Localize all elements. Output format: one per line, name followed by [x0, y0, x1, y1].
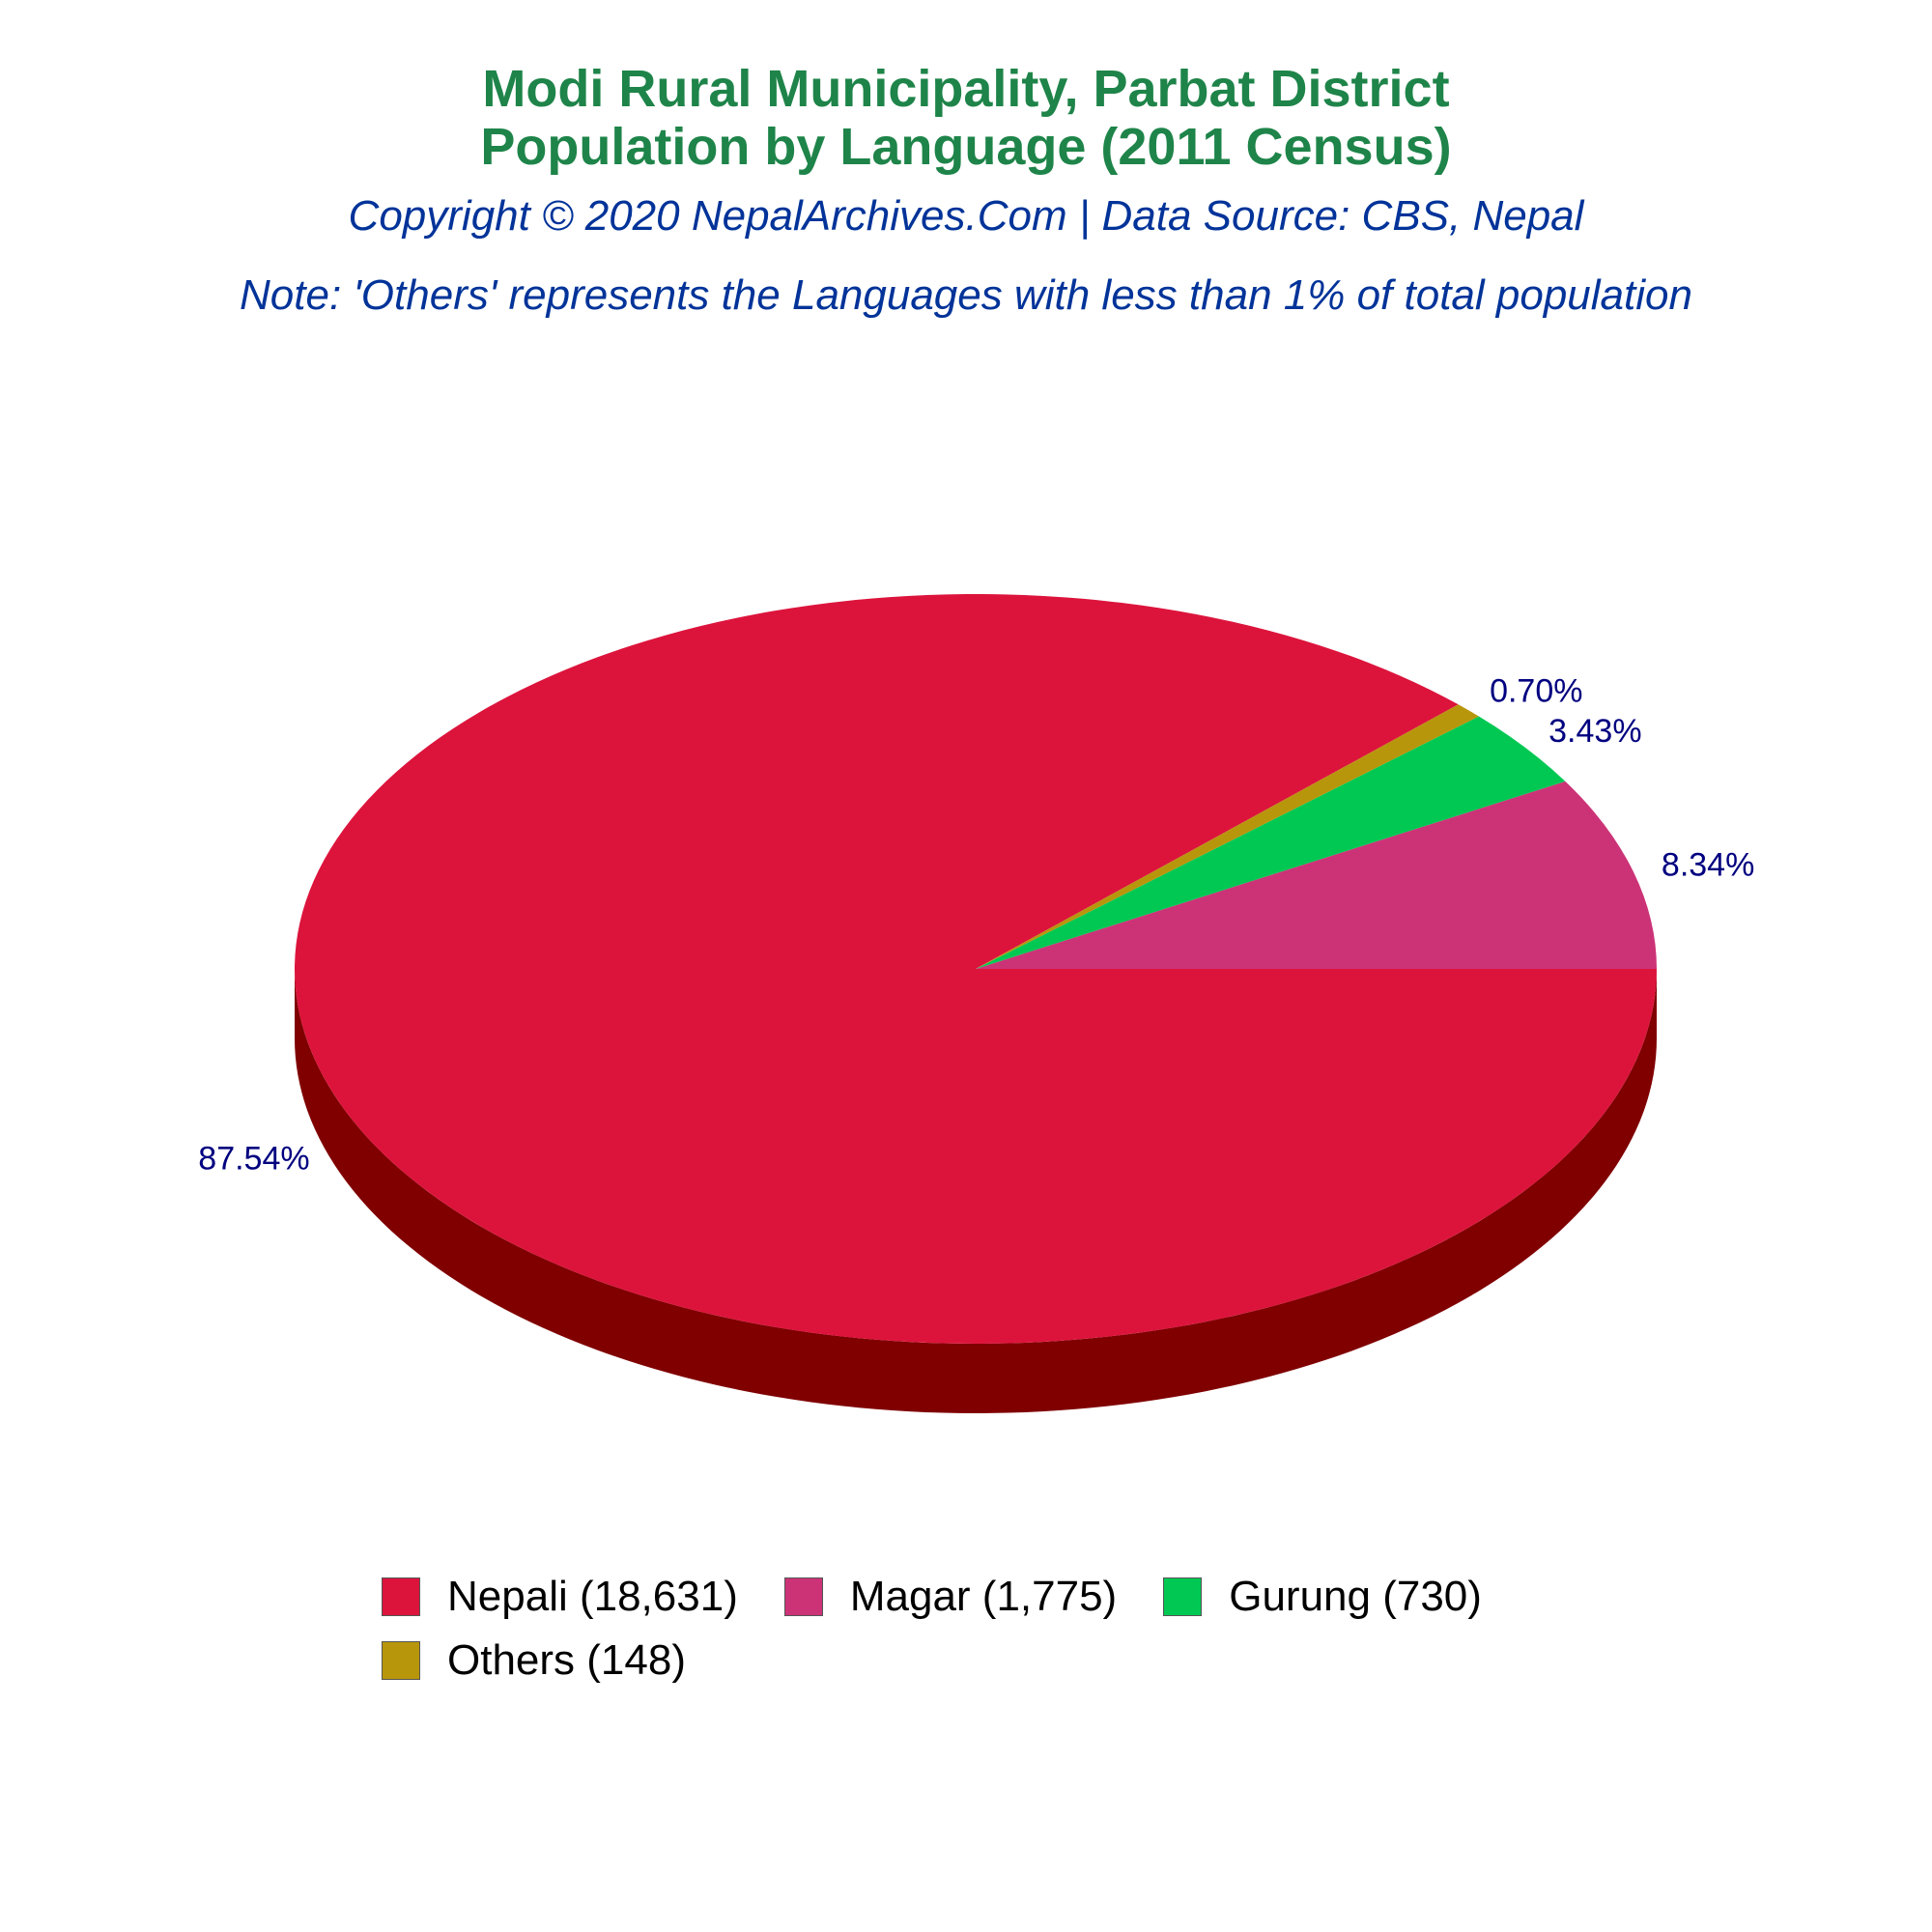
pie-side [295, 969, 1657, 1413]
legend: Nepali (18,631) Magar (1,775) Gurung (73… [382, 1565, 1637, 1692]
legend-swatch-gurung [1163, 1577, 1203, 1616]
legend-item-gurung: Gurung (730) [1163, 1573, 1482, 1621]
legend-label-magar: Magar (1,775) [849, 1573, 1118, 1620]
pie-side-band [295, 969, 1657, 1413]
legend-label-nepali: Nepali (18,631) [447, 1573, 738, 1620]
pie-slice-nepali [295, 593, 1657, 1344]
legend-swatch-nepali [382, 1577, 420, 1616]
pie-slice-gurung [976, 716, 1566, 969]
legend-label-others: Others (148) [447, 1636, 686, 1684]
legend-item-magar: Magar (1,775) [783, 1573, 1118, 1621]
legend-swatch-others [382, 1641, 420, 1680]
legend-item-others: Others (148) [382, 1636, 686, 1685]
pie-slices [295, 593, 1657, 1344]
chart-header: Modi Rural Municipality, Parbat District… [0, 60, 1932, 321]
pie-label-nepali: 87.54% [198, 1141, 309, 1178]
pie-label-others: 0.70% [1490, 673, 1582, 710]
chart-title-line2: Population by Language (2011 Census) [480, 118, 1452, 176]
pie-percent-labels: 87.54% 8.34% 3.43%0.70% [198, 673, 1754, 1178]
pie-slice-others [976, 704, 1479, 969]
chart-note: Note: 'Others' represents the Languages … [240, 271, 1692, 319]
chart-title-line1: Modi Rural Municipality, Parbat District [482, 60, 1450, 118]
chart-subtitle: Copyright © 2020 NepalArchives.Com | Dat… [348, 192, 1584, 240]
legend-swatch-magar [783, 1577, 823, 1616]
legend-label-gurung: Gurung (730) [1229, 1573, 1482, 1620]
pie-label-magar: 8.34% [1662, 847, 1754, 884]
legend-item-nepali: Nepali (18,631) [382, 1573, 738, 1621]
pie-slice-magar [976, 781, 1657, 969]
pie-label-gurung: 3.43% [1548, 713, 1641, 750]
